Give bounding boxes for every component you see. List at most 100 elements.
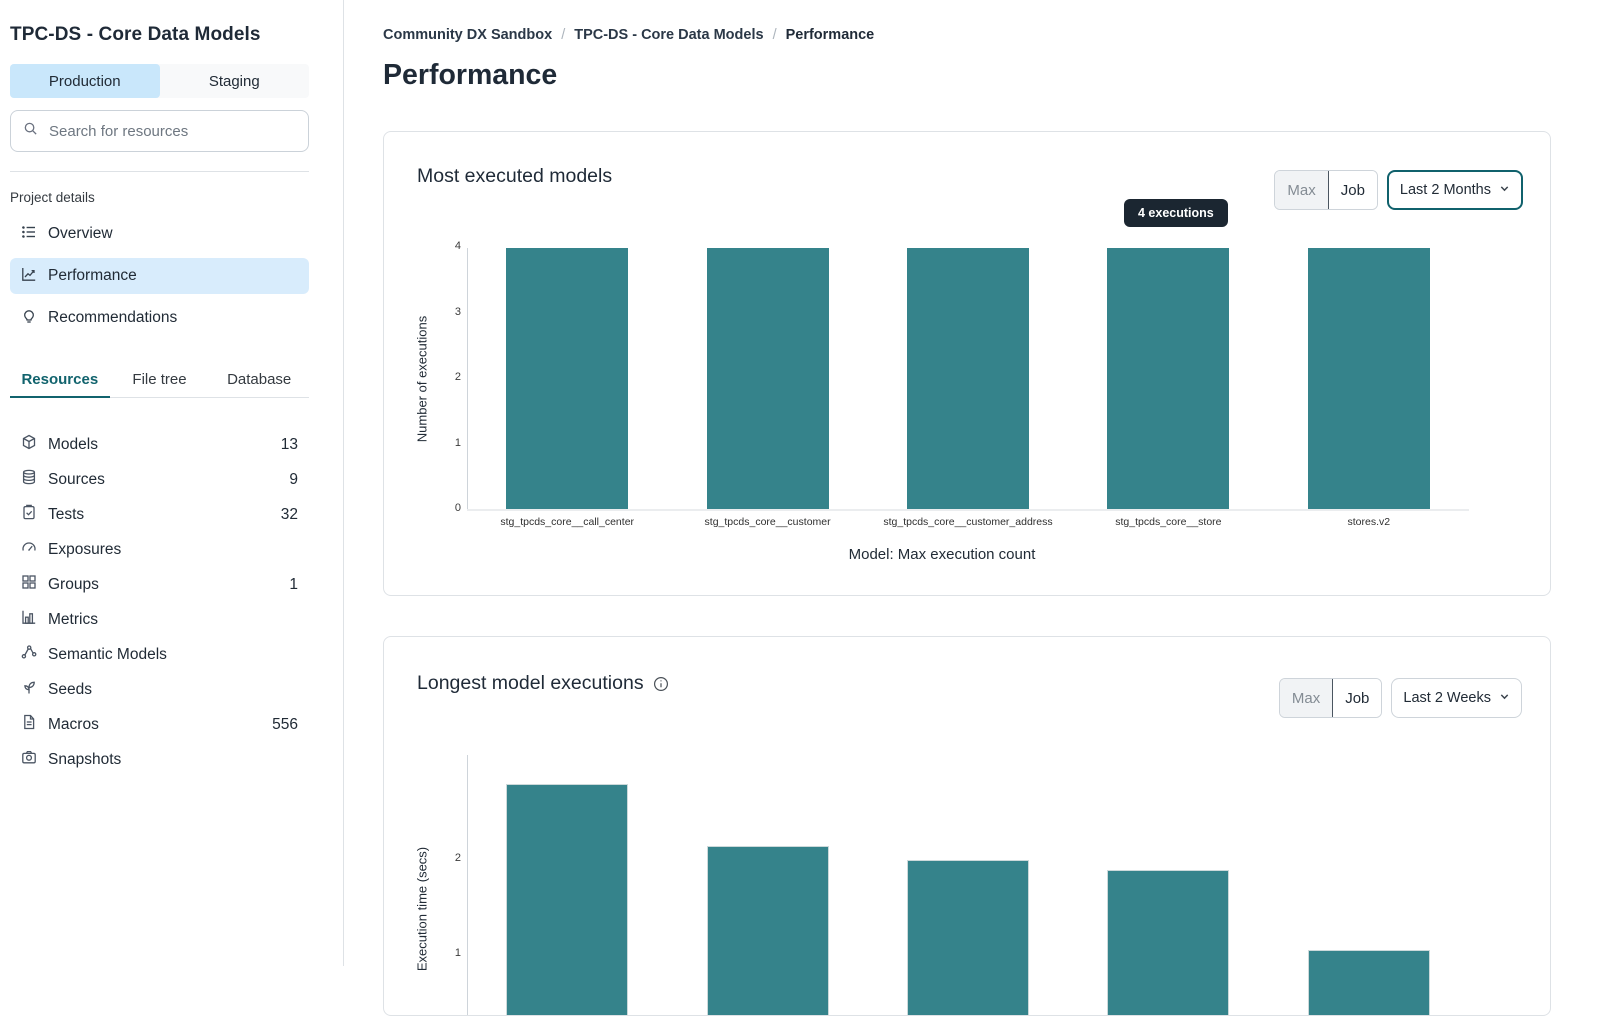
x-category-label: stg_tpcds_core__customer_address [868,516,1068,528]
aggregation-option-max[interactable]: Max [1275,171,1327,209]
y-axis-title: Number of executions [415,316,430,442]
tab-file-tree[interactable]: File tree [110,365,210,397]
resource-item-groups[interactable]: Groups 1 [10,567,309,602]
breadcrumb-item[interactable]: Community DX Sandbox [383,27,552,43]
sidebar-item-label: Recommendations [48,309,177,327]
resource-label: Sources [48,471,105,489]
chevron-down-icon [1499,690,1510,706]
resource-item-snapshots[interactable]: Snapshots [10,742,309,777]
chevron-down-icon [1499,182,1510,198]
bar[interactable] [506,784,628,1016]
bar-chart-icon [21,609,37,630]
resource-item-macros[interactable]: Macros 556 [10,707,309,742]
sidebar-item-performance[interactable]: Performance [10,258,309,294]
bar[interactable] [1107,870,1229,1016]
bar[interactable] [1308,950,1430,1016]
project-nav: Overview Performance Recommendations [10,216,309,336]
resource-count: 1 [289,576,298,594]
resource-label: Macros [48,716,99,734]
search-input[interactable] [47,122,296,141]
camera-icon [21,749,37,770]
share-network-icon [21,644,37,665]
resource-count: 9 [289,471,298,489]
y-tick-label: 0 [423,502,461,514]
aggregation-option-max[interactable]: Max [1280,679,1332,717]
aggregation-option-job[interactable]: Job [1328,171,1377,209]
sidebar-item-recommendations[interactable]: Recommendations [10,300,309,336]
chart-tooltip: 4 executions [1124,199,1228,227]
bar[interactable] [707,846,829,1016]
resource-item-exposures[interactable]: Exposures [10,532,309,567]
page-title: Performance [383,59,1621,92]
y-axis-line [467,248,468,510]
y-axis-title: Execution time (secs) [415,847,430,971]
resource-count: 13 [281,436,298,454]
resource-label: Exposures [48,541,121,559]
env-tab-staging[interactable]: Staging [160,64,310,98]
bar[interactable] [506,248,628,509]
clipboard-check-icon [21,504,37,525]
cube-icon [21,434,37,455]
resource-item-tests[interactable]: Tests 32 [10,497,309,532]
x-category-label: stores.v2 [1269,516,1469,528]
breadcrumb-separator: / [773,27,777,43]
resource-item-semantic-models[interactable]: Semantic Models [10,637,309,672]
main-content: Community DX Sandbox / TPC-DS - Core Data … [344,0,1621,966]
time-range-value: Last 2 Weeks [1403,690,1491,706]
time-range-dropdown[interactable]: Last 2 Weeks [1391,678,1522,718]
search-box[interactable] [10,110,309,152]
sidebar-item-overview[interactable]: Overview [10,216,309,252]
sidebar-divider [10,171,309,172]
grid-icon [21,574,37,595]
list-icon [21,224,37,245]
sidebar-item-label: Performance [48,267,137,285]
resource-count: 556 [272,716,298,734]
tab-resources[interactable]: Resources [10,365,110,397]
resource-label: Groups [48,576,99,594]
bar[interactable] [707,248,829,509]
resource-label: Snapshots [48,751,121,769]
tab-database[interactable]: Database [209,365,309,397]
lightbulb-icon [21,308,37,329]
resource-label: Models [48,436,98,454]
document-icon [21,714,37,735]
info-icon[interactable] [653,676,669,692]
resource-item-models[interactable]: Models 13 [10,427,309,462]
resource-label: Tests [48,506,84,524]
bar[interactable] [907,248,1029,509]
project-details-label: Project details [10,190,309,205]
chart-card-title: Most executed models [417,165,612,188]
resource-label: Metrics [48,611,98,629]
resource-label: Semantic Models [48,646,167,664]
time-range-value: Last 2 Months [1400,182,1491,198]
time-range-dropdown[interactable]: Last 2 Months [1387,170,1523,210]
bar[interactable] [1107,248,1229,509]
seedling-icon [21,679,37,700]
breadcrumb: Community DX Sandbox / TPC-DS - Core Data … [383,27,1621,43]
bar[interactable] [1308,248,1430,509]
resource-list: Models 13 Sources 9 Tests 32 Exposures G… [10,427,309,777]
resource-count: 32 [281,506,298,524]
sidebar-item-label: Overview [48,225,113,243]
resource-label: Seeds [48,681,92,699]
x-axis-line [467,509,1469,511]
breadcrumb-item[interactable]: TPC-DS - Core Data Models [574,27,763,43]
search-icon [23,121,38,141]
breadcrumb-separator: / [561,27,565,43]
bar[interactable] [907,860,1029,1016]
database-icon [21,469,37,490]
resource-item-sources[interactable]: Sources 9 [10,462,309,497]
chart-line-icon [21,266,37,287]
resource-item-seeds[interactable]: Seeds [10,672,309,707]
env-tab-production[interactable]: Production [10,64,160,98]
x-axis-title: Model: Max execution count [441,546,1443,563]
resource-item-metrics[interactable]: Metrics [10,602,309,637]
aggregation-option-job[interactable]: Job [1332,679,1381,717]
